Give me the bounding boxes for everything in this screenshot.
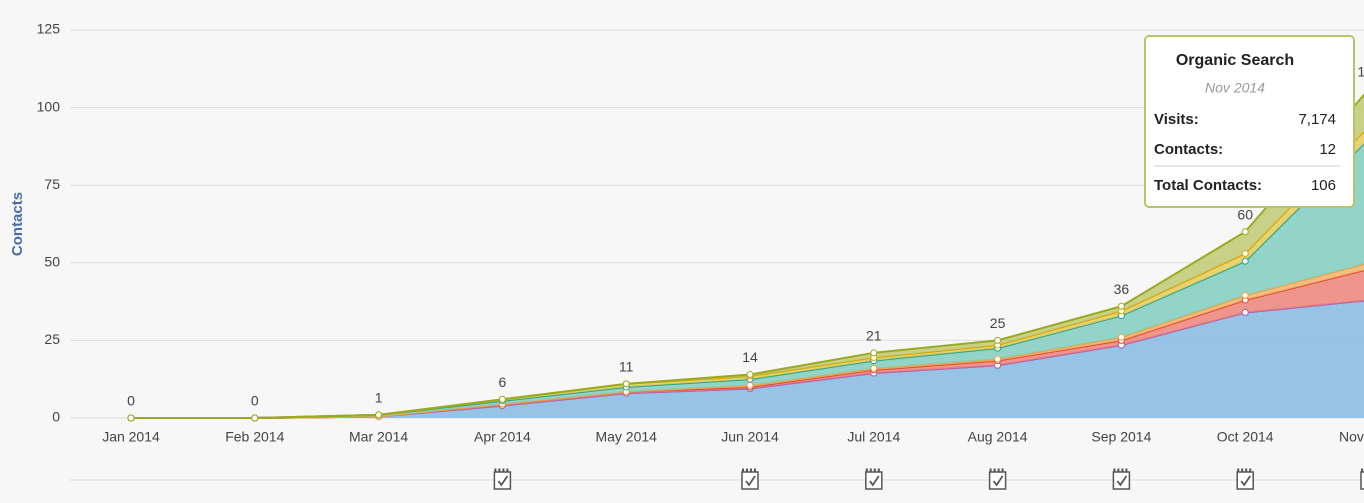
point bbox=[1241, 291, 1249, 299]
total-label: 25 bbox=[990, 315, 1006, 331]
calendar-icon bbox=[1236, 468, 1254, 490]
point bbox=[870, 349, 878, 357]
y-tick-label: 125 bbox=[37, 21, 61, 37]
total-label: 21 bbox=[866, 328, 882, 344]
icon-check bbox=[992, 475, 1004, 487]
x-tick-label: Jul 2014 bbox=[847, 429, 900, 445]
icon-check bbox=[869, 475, 880, 487]
total-label: 14 bbox=[742, 349, 758, 365]
y-tick-label: 50 bbox=[44, 254, 60, 270]
total-label: 6 bbox=[499, 374, 507, 390]
point bbox=[746, 381, 754, 389]
total-label: 106 bbox=[1357, 64, 1364, 80]
point bbox=[746, 371, 754, 379]
x-tick-label: Mar 2014 bbox=[349, 429, 408, 445]
x-tick-label: May 2014 bbox=[595, 429, 657, 445]
total-label: 0 bbox=[127, 393, 135, 409]
total-label: 60 bbox=[1237, 206, 1253, 222]
icon-frame bbox=[493, 471, 512, 490]
point bbox=[1117, 333, 1125, 341]
point bbox=[498, 395, 506, 403]
total-label: 11 bbox=[619, 359, 634, 375]
calendar-icon bbox=[1112, 468, 1131, 490]
icon-frame bbox=[1360, 471, 1364, 490]
icon-check bbox=[745, 475, 756, 487]
y-tick-label: 25 bbox=[44, 331, 60, 347]
tooltip-title: Organic Search bbox=[1176, 52, 1294, 69]
total-label: 0 bbox=[251, 393, 259, 409]
x-tick-label: Aug 2014 bbox=[968, 429, 1028, 445]
x-tick-label: Nov 2014 bbox=[1339, 429, 1364, 445]
y-tick-label: 100 bbox=[37, 98, 61, 114]
point bbox=[994, 355, 1002, 363]
total-label: 36 bbox=[1114, 281, 1130, 297]
x-tick-label: Jun 2014 bbox=[721, 429, 779, 445]
icon-check bbox=[497, 475, 509, 487]
calendar-icon bbox=[988, 468, 1007, 490]
tooltip-label: Total Contacts: bbox=[1154, 177, 1262, 194]
tooltip: Organic Search Nov 2014 Visits: 7,174 Co… bbox=[1144, 35, 1355, 208]
tooltip-value: 106 bbox=[1311, 177, 1336, 194]
x-tick-label: Apr 2014 bbox=[474, 429, 531, 445]
point bbox=[375, 411, 383, 419]
tooltip-label: Contacts: bbox=[1154, 141, 1223, 158]
calendar-icon bbox=[741, 468, 759, 490]
tooltip-label: Visits: bbox=[1154, 111, 1199, 128]
area-fill bbox=[131, 300, 1364, 418]
tooltip-box bbox=[1144, 35, 1355, 208]
icon-frame bbox=[1236, 471, 1254, 490]
icon-check bbox=[1116, 475, 1128, 487]
calendar-icon bbox=[493, 468, 512, 490]
x-tick-label: Oct 2014 bbox=[1217, 429, 1274, 445]
point bbox=[1241, 308, 1249, 316]
y-tick-label: 75 bbox=[44, 176, 60, 192]
y-axis-label: Contacts bbox=[9, 192, 26, 256]
point bbox=[870, 364, 878, 372]
point bbox=[1241, 228, 1249, 236]
point bbox=[1241, 257, 1249, 265]
icon-frame bbox=[988, 471, 1007, 490]
total-label: 1 bbox=[375, 390, 383, 406]
x-tick-label: Sep 2014 bbox=[1091, 429, 1151, 445]
icon-frame bbox=[741, 471, 759, 490]
icon-frame bbox=[865, 471, 883, 490]
y-tick-label: 0 bbox=[52, 409, 60, 425]
tooltip-subtitle: Nov 2014 bbox=[1205, 80, 1265, 96]
point bbox=[127, 414, 135, 422]
point bbox=[622, 380, 630, 388]
point bbox=[1241, 249, 1249, 257]
calendar-icon bbox=[1360, 468, 1364, 490]
x-tick-label: Feb 2014 bbox=[225, 429, 284, 445]
point bbox=[251, 414, 259, 422]
x-tick-label: Jan 2014 bbox=[102, 429, 160, 445]
point bbox=[994, 336, 1002, 344]
tooltip-value: 12 bbox=[1319, 141, 1336, 158]
point bbox=[1117, 302, 1125, 310]
tooltip-value: 7,174 bbox=[1298, 111, 1336, 128]
icon-frame bbox=[1112, 471, 1131, 490]
icon-check bbox=[1240, 475, 1251, 487]
calendar-icon bbox=[865, 468, 883, 490]
